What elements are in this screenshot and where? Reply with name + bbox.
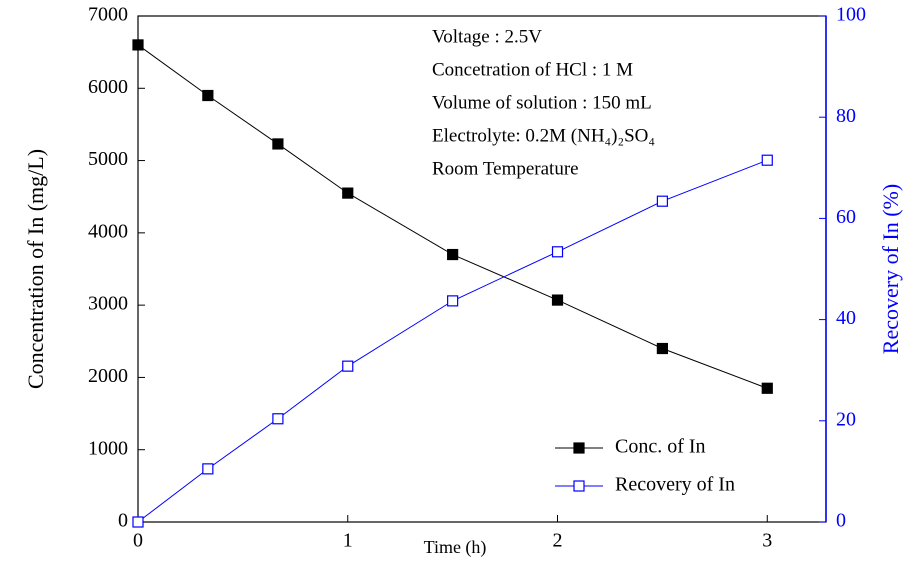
y2-tick-label: 40 (836, 307, 856, 329)
data-point (272, 413, 284, 425)
x-tick-label: 0 (133, 530, 143, 552)
data-point (447, 248, 459, 261)
data-point (447, 295, 459, 307)
x-tick-label: 2 (553, 530, 563, 552)
annotation: Concetration of HCl : 1 M (432, 59, 633, 80)
data-point (342, 360, 354, 372)
data-point (551, 294, 564, 306)
y-tick-label: 3000 (88, 293, 128, 315)
y-tick-label: 2000 (88, 365, 128, 387)
y2-tick-label: 0 (836, 510, 846, 532)
y-tick-label: 6000 (88, 76, 128, 98)
data-point (656, 195, 668, 207)
y-tick-label: 1000 (88, 437, 128, 459)
series-line (137, 159, 768, 523)
legend-marker (573, 480, 585, 492)
annotation: Electrolyte: 0.2M (NH₄)₂SO₄ (432, 125, 655, 146)
y2-tick-label: 60 (836, 206, 856, 228)
data-point (132, 516, 144, 528)
data-point (202, 89, 214, 102)
data-point (272, 138, 284, 150)
y2-tick-label: 20 (836, 408, 856, 430)
annotation: Voltage : 2.5V (432, 26, 542, 47)
y-axis-label: Concentration of In (mg/L) (23, 149, 48, 389)
y2-tick-label: 80 (836, 105, 856, 127)
data-point (202, 463, 214, 475)
legend-label: Conc. of In (615, 436, 706, 458)
annotation: Room Temperature (432, 158, 579, 179)
annotation: Volume of solution : 150 mL (432, 92, 652, 113)
legend-marker (573, 442, 585, 454)
data-point (132, 39, 144, 51)
y-tick-label: 7000 (88, 4, 128, 26)
data-point (551, 246, 564, 258)
data-point (342, 187, 354, 199)
series-line (137, 44, 768, 389)
x-tick-label: 3 (762, 530, 772, 552)
y2-axis-label: Recovery of In (%) (878, 184, 903, 354)
y-tick-label: 0 (118, 510, 128, 532)
x-tick-label: 1 (343, 530, 353, 552)
legend-label: Recovery of In (615, 474, 735, 496)
y-tick-label: 4000 (88, 220, 128, 242)
y2-tick-label: 100 (836, 4, 866, 26)
data-point (656, 342, 668, 355)
x-axis-label: Time (h) (424, 537, 487, 558)
y-tick-label: 5000 (88, 148, 128, 170)
data-point (761, 154, 773, 166)
data-point (761, 382, 773, 394)
